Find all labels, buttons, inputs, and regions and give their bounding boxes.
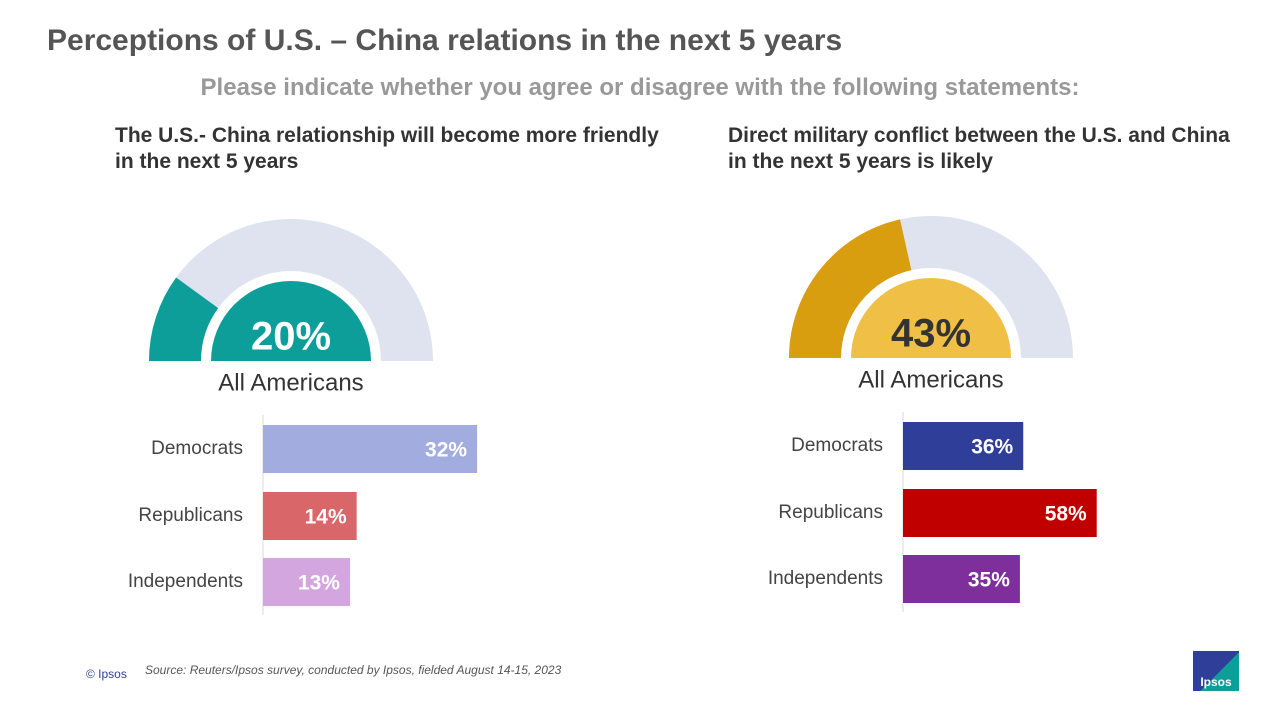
slide-title: Perceptions of U.S. – China relations in… <box>47 24 843 57</box>
bar-value-label: 14% <box>305 506 347 529</box>
gauge-arc <box>789 219 912 358</box>
bar <box>903 555 1020 603</box>
gauge-category-label: All Americans <box>858 366 1003 393</box>
slide-subtitle: Please indicate whether you agree or dis… <box>200 74 1080 101</box>
category-label: Republicans <box>778 502 883 523</box>
category-label: Independents <box>768 568 883 589</box>
bar <box>903 422 1024 470</box>
bar-value-label: 36% <box>971 436 1013 459</box>
bar-value-label: 35% <box>968 569 1010 592</box>
bar <box>903 489 1097 537</box>
gauge-center <box>211 281 371 361</box>
panel-title: Direct military conflict between the U.S… <box>728 124 1230 173</box>
bar <box>263 425 478 473</box>
gauge-value-label: 20% <box>251 315 331 359</box>
bar <box>263 492 357 540</box>
bar-value-label: 58% <box>1045 503 1087 526</box>
gauge-value-label: 43% <box>891 312 971 356</box>
gauge-category-label: All Americans <box>218 369 363 396</box>
gauge-center <box>851 278 1011 358</box>
logo: Ipsos <box>1193 651 1239 691</box>
gauge-arc <box>149 277 219 361</box>
bar-value-label: 13% <box>298 572 340 595</box>
bar <box>263 558 350 606</box>
category-label: Democrats <box>791 435 883 456</box>
bar-value-label: 32% <box>425 439 467 462</box>
category-label: Democrats <box>151 438 243 459</box>
category-label: Republicans <box>138 505 243 526</box>
source-note: Source: Reuters/Ipsos survey, conducted … <box>145 663 562 677</box>
category-label: Independents <box>128 571 243 592</box>
gauge-track <box>149 219 433 361</box>
panel-title: The U.S.- China relationship will become… <box>115 124 659 173</box>
copyright: © Ipsos <box>86 667 127 681</box>
